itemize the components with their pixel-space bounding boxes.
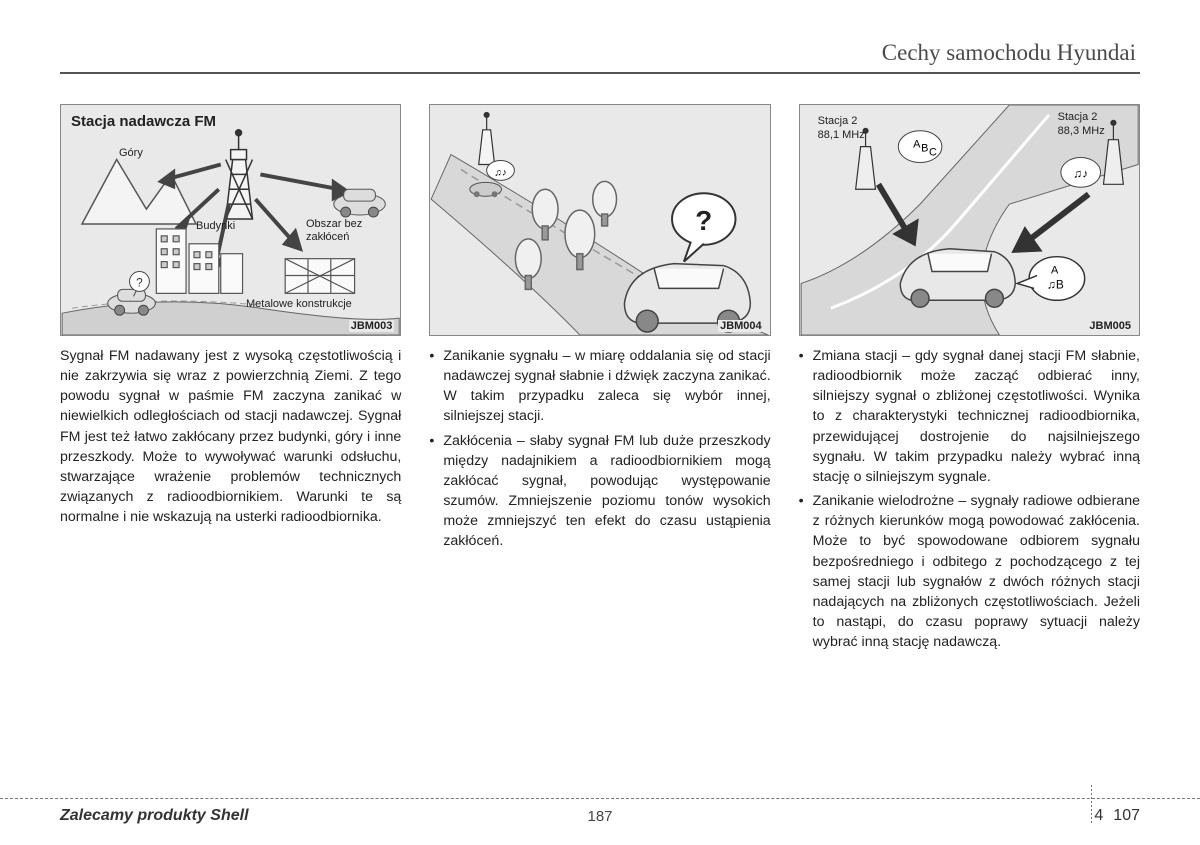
header-row: Cechy samochodu Hyundai — [60, 40, 1140, 66]
svg-text:♫♪: ♫♪ — [495, 167, 507, 178]
label-station-a: Stacja 2 — [818, 115, 858, 127]
list-item: Zanikanie sygnału – w miarę oddalania si… — [429, 346, 770, 427]
svg-text:A: A — [913, 139, 921, 151]
column-2: ♫♪ — [429, 104, 770, 656]
svg-text:♫♪: ♫♪ — [1073, 166, 1088, 180]
svg-text:?: ? — [696, 205, 713, 236]
svg-text:C: C — [929, 147, 937, 159]
label-station-b: Stacja 2 — [1058, 111, 1098, 123]
list-item: Zakłócenia – słaby sygnał FM lub duże pr… — [429, 431, 770, 552]
column-1: Stacja nadawcza FM — [60, 104, 401, 656]
figure-code: JBM005 — [1087, 320, 1133, 332]
col3-bullets: Zmiana stacji – gdy sygnał danej stacji … — [799, 346, 1140, 652]
label-buildings: Budynki — [196, 220, 235, 232]
figure-jbm004: ♫♪ — [429, 104, 770, 336]
col2-bullets: Zanikanie sygnału – w miarę oddalania si… — [429, 346, 770, 552]
label-metal: Metalowe konstrukcje — [246, 298, 352, 310]
footer-pdf-page: 187 — [587, 808, 612, 825]
label-freq-b: 88,3 MHz — [1058, 125, 1105, 137]
svg-text:B: B — [921, 143, 928, 155]
section-number: 4 — [1094, 807, 1103, 825]
figure-title: Stacja nadawcza FM — [71, 113, 216, 130]
figure-jbm005: ABC ♫♪ — [799, 104, 1140, 336]
three-column-layout: Stacja nadawcza FM — [60, 104, 1140, 656]
list-item: Zanikanie wielodrożne – sygnały radiowe … — [799, 491, 1140, 652]
page-number: 107 — [1113, 807, 1140, 825]
svg-text:♫B: ♫B — [1047, 277, 1064, 291]
chapter-title: Cechy samochodu Hyundai — [882, 40, 1140, 66]
label-clear-area: Obszar bez zakłóceń — [306, 218, 386, 244]
svg-text:?: ? — [136, 275, 143, 289]
footer-page-ref: 4 107 — [1094, 807, 1140, 825]
figure-code: JBM004 — [718, 320, 764, 332]
label-freq-a: 88,1 MHz — [818, 129, 865, 141]
label-mountains: Góry — [119, 147, 143, 159]
header-rule — [60, 72, 1140, 74]
figure-code: JBM003 — [349, 320, 395, 332]
fade-diagram: ♫♪ — [430, 105, 769, 335]
page-footer: Zalecamy produkty Shell 187 4 107 — [0, 798, 1200, 825]
column-3: ABC ♫♪ — [799, 104, 1140, 656]
list-item: Zmiana stacji – gdy sygnał danej stacji … — [799, 346, 1140, 487]
svg-text:A: A — [1051, 265, 1059, 277]
col1-paragraph: Sygnał FM nadawany jest z wysoką częstot… — [60, 346, 401, 527]
figure-jbm003: Stacja nadawcza FM — [60, 104, 401, 336]
footer-tagline: Zalecamy produkty Shell — [60, 807, 249, 825]
footer-divider — [1091, 785, 1092, 825]
manual-page: Cechy samochodu Hyundai Stacja nadawcza … — [0, 0, 1200, 845]
